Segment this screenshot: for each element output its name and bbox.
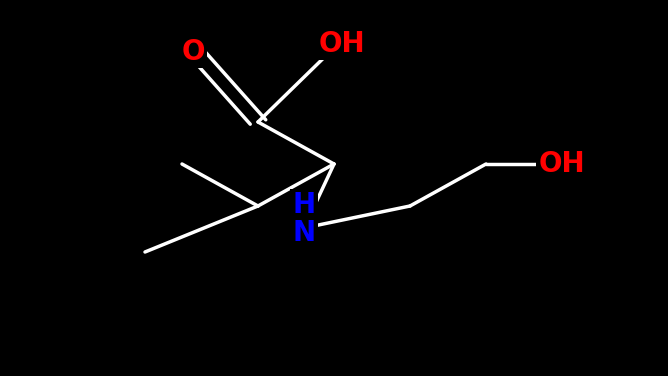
Text: OH: OH	[538, 150, 585, 178]
Text: O: O	[181, 38, 205, 66]
Text: OH: OH	[319, 30, 365, 58]
Text: N: N	[293, 219, 315, 247]
Text: H: H	[293, 191, 315, 219]
